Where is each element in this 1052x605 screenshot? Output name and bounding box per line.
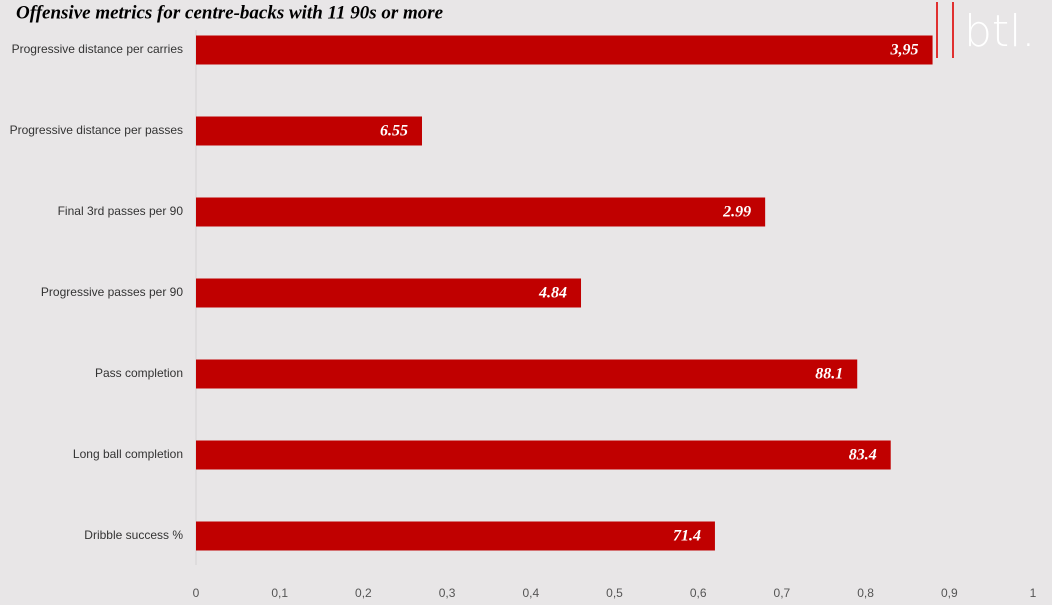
x-tick-label: 0,8 (857, 586, 874, 600)
bar-annotation: 4.84 (538, 285, 567, 302)
category-label: Progressive passes per 90 (41, 285, 183, 299)
bar (196, 440, 891, 470)
category-label: Progressive distance per carries (12, 42, 183, 56)
x-tick-label: 0,4 (522, 586, 539, 600)
x-tick-label: 0,2 (355, 586, 372, 600)
bar-annotation: 83.4 (849, 447, 877, 464)
category-label: Dribble success % (84, 528, 183, 542)
bar (196, 197, 766, 227)
bar-annotation: 6.55 (380, 123, 408, 140)
x-tick-label: 0 (193, 586, 200, 600)
x-tick-label: 0,1 (271, 586, 288, 600)
bar (196, 116, 422, 146)
bar-annotation: 88.1 (815, 366, 843, 383)
x-tick-label: 0,3 (439, 586, 456, 600)
category-label: Pass completion (95, 366, 183, 380)
x-tick-label: 0,7 (774, 586, 791, 600)
bar (196, 359, 858, 389)
x-tick-label: 0,5 (606, 586, 623, 600)
category-label: Final 3rd passes per 90 (58, 204, 184, 218)
logo: btl. (964, 6, 1035, 57)
category-label: Progressive distance per passes (10, 123, 183, 137)
x-tick-label: 0,9 (941, 586, 958, 600)
bar-annotation: 3,95 (890, 42, 919, 59)
bar (196, 521, 715, 551)
category-label: Long ball completion (73, 447, 183, 461)
bar (196, 35, 933, 65)
bar-annotation: 71.4 (673, 528, 701, 545)
bar-annotation: 2.99 (722, 204, 751, 221)
chart-title: Offensive metrics for centre-backs with … (16, 2, 444, 23)
x-tick-label: 1 (1030, 586, 1037, 600)
bar (196, 278, 582, 308)
x-tick-label: 0,6 (690, 586, 707, 600)
